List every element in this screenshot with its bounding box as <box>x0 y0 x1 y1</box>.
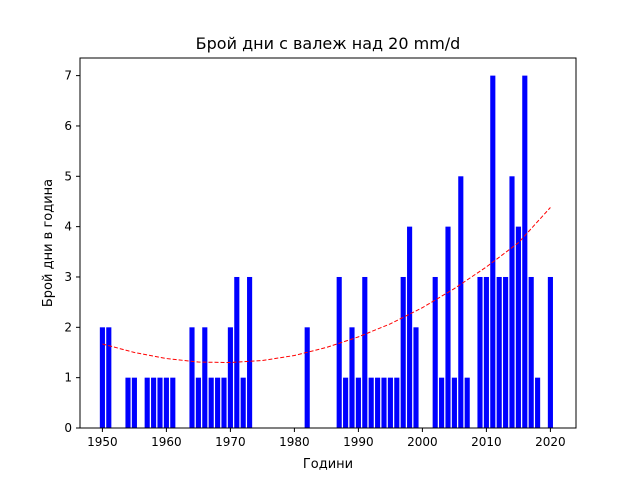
y-tick-label: 6 <box>64 119 72 133</box>
bar-1998 <box>407 226 413 428</box>
x-tick-labels: 1950 1960 1970 1980 1990 2000 2010 2020 <box>87 435 566 449</box>
bar-2009 <box>477 276 483 428</box>
tick-marks <box>76 75 551 432</box>
bar-2003 <box>439 377 445 428</box>
bar-1970 <box>227 327 233 428</box>
x-tick-label: 1990 <box>343 435 374 449</box>
bar-2007 <box>464 377 470 428</box>
bar-1995 <box>387 377 393 428</box>
bar-1951 <box>106 327 112 428</box>
bar-1960 <box>163 377 169 428</box>
bar-1966 <box>202 327 208 428</box>
y-tick-label: 2 <box>64 320 72 334</box>
bar-2006 <box>458 176 464 428</box>
bar-1958 <box>151 377 157 428</box>
bar-1964 <box>189 327 195 428</box>
y-axis-label: Брой дни в година <box>41 179 56 307</box>
bar-1959 <box>157 377 163 428</box>
bar-1987 <box>336 276 342 428</box>
bar-1992 <box>368 377 374 428</box>
bar-1988 <box>343 377 349 428</box>
bar-1989 <box>349 327 355 428</box>
bar-1994 <box>381 377 387 428</box>
x-tick-label: 2010 <box>471 435 502 449</box>
bar-1991 <box>362 276 368 428</box>
bar-2010 <box>483 276 489 428</box>
bar-2016 <box>522 75 528 428</box>
y-tick-label: 3 <box>64 270 72 284</box>
bar-2017 <box>528 276 534 428</box>
bar-1967 <box>208 377 214 428</box>
bar-2015 <box>515 226 521 428</box>
y-tick-label: 7 <box>64 69 72 83</box>
bar-1996 <box>394 377 400 428</box>
y-tick-label: 1 <box>64 371 72 385</box>
bar-1969 <box>221 377 227 428</box>
bar-2011 <box>490 75 496 428</box>
bar-2004 <box>445 226 451 428</box>
bar-1957 <box>144 377 150 428</box>
y-tick-label: 4 <box>64 220 72 234</box>
bar-2013 <box>503 276 509 428</box>
x-tick-label: 1970 <box>215 435 246 449</box>
bar-1954 <box>125 377 131 428</box>
bar-1965 <box>195 377 201 428</box>
plot-area-frame <box>79 57 577 429</box>
bar-series <box>99 75 553 428</box>
bar-2020 <box>547 276 553 428</box>
bar-1971 <box>234 276 240 428</box>
bar-2002 <box>432 276 438 428</box>
bar-1950 <box>99 327 105 428</box>
bar-1982 <box>304 327 310 428</box>
chart-title: Брой дни с валеж над 20 mm/d <box>196 34 461 53</box>
bar-2018 <box>535 377 541 428</box>
bar-1993 <box>375 377 381 428</box>
bar-1961 <box>170 377 176 428</box>
bar-1990 <box>355 377 361 428</box>
bar-1972 <box>240 377 246 428</box>
x-tick-label: 1980 <box>279 435 310 449</box>
x-axis-label: Години <box>303 457 353 472</box>
bar-1968 <box>215 377 221 428</box>
bar-1997 <box>400 276 406 428</box>
x-tick-label: 1950 <box>87 435 118 449</box>
bar-1955 <box>131 377 137 428</box>
x-tick-label: 2000 <box>407 435 438 449</box>
bar-2014 <box>509 176 515 428</box>
x-tick-label: 2020 <box>535 435 566 449</box>
x-tick-label: 1960 <box>151 435 182 449</box>
bar-2012 <box>496 276 502 428</box>
bar-1999 <box>413 327 419 428</box>
bar-1973 <box>247 276 253 428</box>
y-tick-labels: 0 1 2 3 4 5 6 7 <box>64 69 72 435</box>
y-tick-label: 0 <box>64 421 72 435</box>
bar-2005 <box>451 377 457 428</box>
y-tick-label: 5 <box>64 169 72 183</box>
